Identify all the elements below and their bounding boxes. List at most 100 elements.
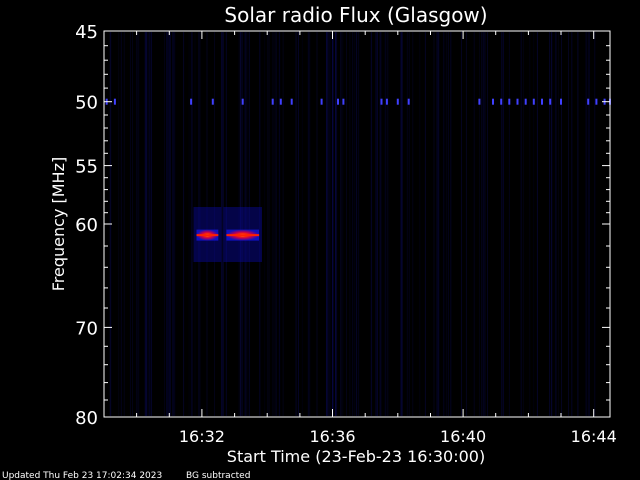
noise-streak: [336, 32, 338, 416]
interference-mark: [396, 98, 399, 105]
interference-mark: [508, 98, 511, 105]
noise-streak: [206, 32, 208, 416]
noise-streak: [172, 32, 174, 416]
noise-streaks: [109, 32, 596, 416]
x-tick-label: 16:36: [309, 427, 355, 446]
noise-streak: [166, 32, 168, 416]
noise-streak: [557, 32, 559, 416]
noise-streak: [358, 32, 360, 416]
noise-streak: [267, 32, 269, 416]
noise-streak: [221, 32, 223, 416]
x-tick-label: 16:32: [179, 427, 225, 446]
spectrum-features: [105, 98, 611, 262]
x-tick-label: 16:40: [440, 427, 486, 446]
noise-streak: [297, 32, 299, 416]
noise-streak: [316, 32, 318, 416]
noise-streak: [295, 32, 297, 416]
noise-streak: [370, 32, 372, 416]
noise-streak: [473, 32, 475, 416]
noise-streak: [147, 32, 149, 416]
noise-streak: [385, 32, 387, 416]
noise-streak: [169, 32, 171, 416]
interference-mark: [532, 98, 535, 105]
noise-streak: [272, 32, 273, 416]
noise-streak: [529, 32, 531, 416]
interference-mark: [500, 98, 503, 105]
noise-streak: [329, 32, 331, 416]
noise-streak: [328, 32, 330, 416]
interference-mark: [516, 98, 519, 105]
axis-ticks: 45 50 55 60 70 80 16:32 16:36 16:40 16:44: [75, 22, 617, 446]
noise-streak: [443, 32, 445, 416]
noise-streak: [221, 32, 223, 416]
noise-streak: [508, 32, 510, 416]
noise-streak: [278, 32, 280, 416]
noise-streak: [222, 32, 224, 416]
noise-streak: [479, 32, 480, 416]
noise-streak: [326, 32, 327, 416]
noise-streak: [332, 32, 334, 416]
noise-streak: [129, 32, 131, 416]
noise-streak: [301, 32, 303, 416]
interference-mark: [211, 98, 214, 105]
y-tick-label: 80: [75, 408, 98, 429]
interference-mark: [380, 98, 383, 105]
noise-streak: [375, 32, 377, 416]
noise-streak: [244, 32, 246, 416]
noise-streak: [282, 32, 284, 416]
noise-streak: [551, 32, 553, 416]
noise-streak: [335, 32, 336, 416]
interference-mark: [595, 98, 598, 105]
noise-streak: [406, 32, 408, 416]
noise-streak: [412, 32, 414, 416]
noise-streak: [371, 32, 373, 416]
noise-streak: [168, 32, 170, 416]
noise-streak: [144, 32, 146, 416]
noise-streak: [275, 32, 277, 416]
y-tick-label: 50: [75, 93, 98, 114]
noise-streak: [214, 32, 215, 416]
noise-streak: [387, 32, 389, 416]
noise-streak: [354, 32, 355, 416]
noise-streak: [482, 32, 484, 416]
y-tick-label: 55: [75, 157, 98, 178]
noise-streak: [241, 32, 243, 416]
noise-streak: [401, 32, 403, 416]
noise-streak: [400, 32, 402, 416]
noise-streak: [248, 32, 250, 416]
noise-streak: [136, 32, 138, 416]
noise-streak: [549, 32, 550, 416]
noise-streak: [331, 32, 333, 416]
noise-streak: [384, 32, 386, 416]
noise-streak: [199, 32, 201, 416]
noise-streak: [146, 32, 147, 416]
noise-streak: [419, 32, 421, 416]
noise-streak: [191, 32, 193, 416]
noise-streak: [326, 32, 328, 416]
noise-streak: [487, 32, 488, 416]
noise-streak: [264, 32, 266, 416]
noise-streak: [461, 32, 462, 416]
interference-mark: [541, 98, 543, 105]
noise-streak: [259, 32, 261, 416]
noise-streak: [326, 32, 328, 416]
noise-streak: [173, 32, 175, 416]
y-axis-label: Frequency [MHz]: [49, 157, 68, 291]
noise-streak: [327, 32, 329, 416]
noise-streak: [190, 32, 192, 416]
noise-streak: [561, 32, 562, 416]
noise-streak: [577, 32, 579, 416]
noise-streak: [356, 32, 358, 416]
noise-streak: [445, 32, 447, 416]
noise-streak: [308, 32, 310, 416]
noise-streak: [355, 32, 357, 416]
y-tick-label: 70: [75, 318, 98, 339]
interference-mark: [337, 98, 339, 105]
noise-streak: [118, 32, 120, 416]
noise-streak: [585, 32, 587, 416]
noise-streak: [522, 32, 524, 416]
noise-streak: [246, 32, 248, 416]
interference-mark: [271, 98, 274, 105]
noise-streak: [332, 32, 334, 416]
x-axis-label: Start Time (23-Feb-23 16:30:00): [227, 447, 485, 466]
